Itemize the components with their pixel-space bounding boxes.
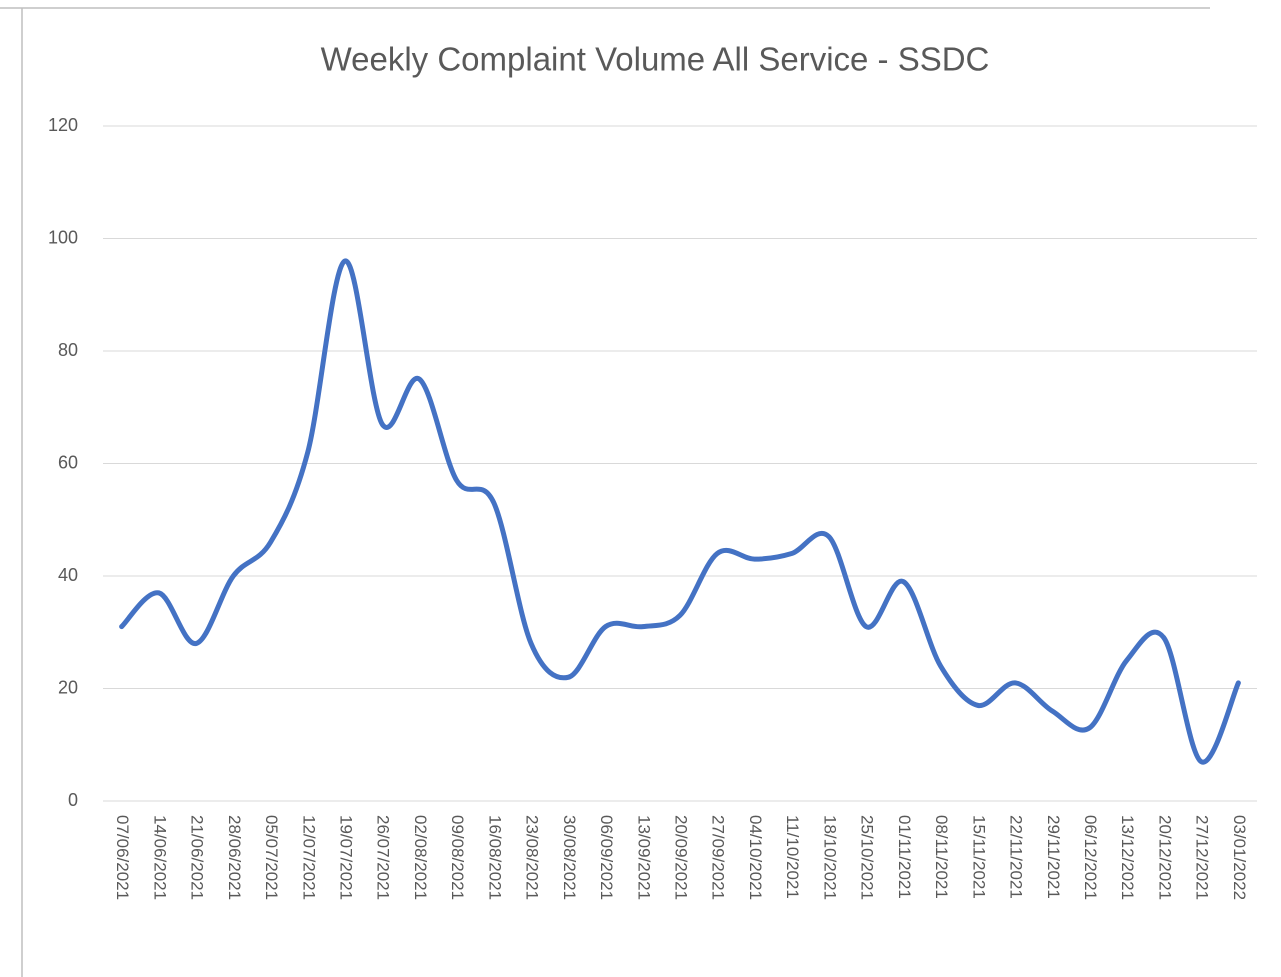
x-tick-label: 23/08/2021 — [523, 815, 542, 900]
chart-title: Weekly Complaint Volume All Service - SS… — [321, 41, 990, 78]
x-tick-label: 09/08/2021 — [448, 815, 467, 900]
x-tick-label: 27/12/2021 — [1193, 815, 1212, 900]
x-tick-label: 05/07/2021 — [262, 815, 281, 900]
x-tick-label: 26/07/2021 — [374, 815, 393, 900]
x-tick-label: 07/06/2021 — [113, 815, 132, 900]
x-tick-label: 30/08/2021 — [560, 815, 579, 900]
x-tick-label: 02/08/2021 — [411, 815, 430, 900]
x-tick-label: 14/06/2021 — [150, 815, 169, 900]
y-tick-label: 100 — [48, 227, 78, 247]
x-tick-label: 28/06/2021 — [225, 815, 244, 900]
x-tick-label: 04/10/2021 — [746, 815, 765, 900]
y-tick-label: 80 — [58, 340, 78, 360]
y-tick-label: 0 — [68, 790, 78, 810]
x-tick-label: 22/11/2021 — [1007, 815, 1026, 899]
y-tick-label: 120 — [48, 115, 78, 135]
x-tick-label: 03/01/2022 — [1230, 815, 1249, 900]
x-tick-label: 06/12/2021 — [1081, 815, 1100, 900]
x-tick-label: 06/09/2021 — [597, 815, 616, 900]
x-tick-label: 16/08/2021 — [485, 815, 504, 900]
x-tick-label: 08/11/2021 — [932, 815, 951, 899]
x-tick-label: 01/11/2021 — [895, 815, 914, 899]
x-tick-label: 20/12/2021 — [1155, 815, 1174, 900]
x-tick-label: 27/09/2021 — [709, 815, 728, 900]
y-tick-label: 60 — [58, 452, 78, 472]
x-tick-label: 12/07/2021 — [299, 815, 318, 900]
y-tick-label: 40 — [58, 565, 78, 585]
x-tick-label: 11/10/2021 — [783, 815, 802, 899]
x-tick-label: 13/12/2021 — [1118, 815, 1137, 900]
y-tick-label: 20 — [58, 677, 78, 697]
x-tick-label: 13/09/2021 — [634, 815, 653, 900]
x-tick-label: 19/07/2021 — [336, 815, 355, 900]
x-tick-label: 21/06/2021 — [188, 815, 207, 900]
line-series — [119, 258, 1241, 765]
x-tick-label: 15/11/2021 — [969, 815, 988, 899]
x-tick-label: 29/11/2021 — [1044, 815, 1063, 899]
x-tick-label: 25/10/2021 — [858, 815, 877, 900]
x-tick-label: 20/09/2021 — [672, 815, 691, 900]
x-tick-label: 18/10/2021 — [820, 815, 839, 900]
